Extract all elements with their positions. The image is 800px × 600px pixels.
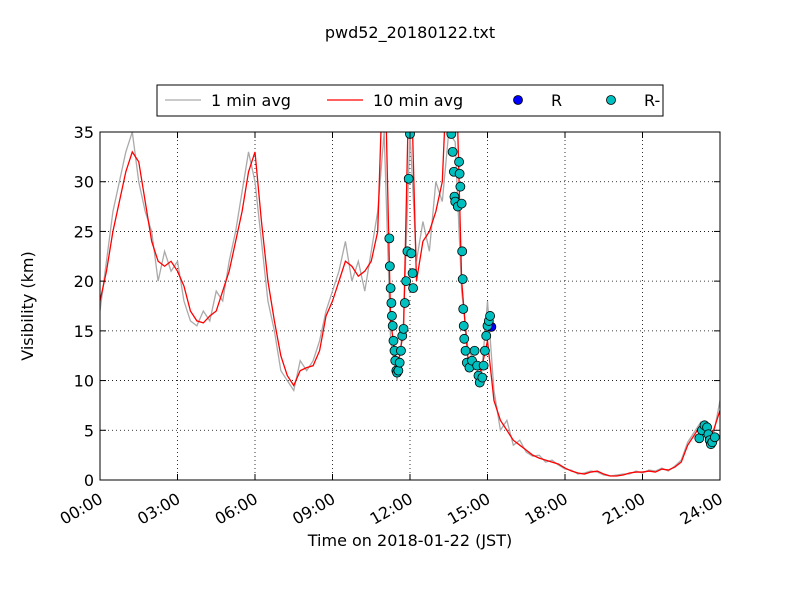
data-point — [408, 283, 419, 294]
data-point — [485, 311, 495, 321]
legend-label: R — [551, 91, 562, 110]
data-point — [398, 323, 409, 334]
data-point — [447, 146, 458, 157]
legend: 1 min avg 10 min avg R R- — [156, 84, 664, 117]
data-point — [399, 298, 410, 308]
data-line — [100, 132, 720, 477]
data-point — [480, 345, 490, 356]
data-point — [385, 283, 396, 294]
data-point — [454, 156, 464, 167]
data-point — [387, 311, 397, 321]
data-line — [100, 132, 720, 477]
data-point — [406, 248, 417, 259]
data-point — [394, 357, 405, 368]
y-axis-label: Visibility (km) — [18, 251, 37, 360]
data-point — [403, 173, 414, 184]
chart-title: pwd52_20180122.txt — [325, 23, 495, 43]
y-tick-label: 35 — [74, 123, 94, 142]
data-point — [446, 132, 457, 139]
y-tick-label: 5 — [84, 421, 94, 440]
data-point — [455, 181, 466, 192]
data-point — [401, 276, 412, 287]
data-point — [384, 261, 395, 272]
data-point — [458, 320, 469, 331]
y-tick-label: 10 — [74, 372, 94, 391]
y-tick-label: 15 — [74, 322, 94, 341]
data-point — [457, 246, 468, 257]
legend-box — [156, 84, 664, 117]
data-point — [407, 268, 418, 279]
data-point — [458, 304, 469, 314]
y-tick-label: 30 — [74, 173, 94, 192]
data-point — [709, 432, 720, 443]
data-point — [387, 320, 398, 331]
data-point — [393, 365, 404, 376]
data-point — [469, 345, 480, 356]
data-point — [460, 345, 471, 356]
data-point — [457, 274, 468, 285]
data-point — [454, 168, 465, 179]
data-point — [459, 333, 470, 344]
plot-area — [100, 132, 720, 477]
data-point — [478, 360, 489, 371]
data-point — [477, 372, 488, 383]
y-tick-label: 25 — [74, 222, 94, 241]
data-point — [384, 233, 395, 244]
y-tick-label: 0 — [84, 471, 94, 490]
data-point — [388, 335, 399, 346]
legend-label: R- — [644, 91, 660, 110]
x-axis-label: Time on 2018-01-22 (JST) — [307, 531, 512, 550]
y-tick-label: 20 — [74, 272, 94, 291]
data-point — [396, 345, 406, 356]
legend-swatch — [513, 95, 523, 105]
legend-swatch — [606, 95, 616, 105]
data-point — [386, 298, 397, 308]
legend-label: 10 min avg — [373, 91, 463, 110]
data-point — [456, 198, 467, 209]
data-point — [481, 330, 492, 341]
legend-label: 1 min avg — [211, 91, 291, 110]
